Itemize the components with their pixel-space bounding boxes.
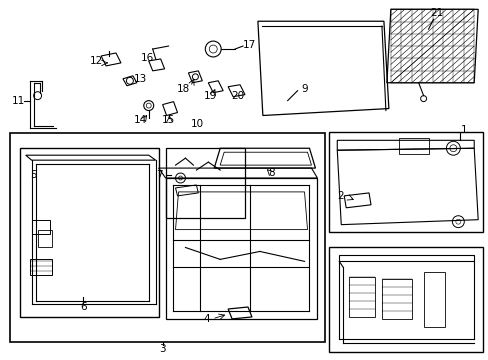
Text: 16: 16: [141, 53, 154, 63]
Bar: [165, 148, 244, 218]
Text: 4: 4: [203, 314, 210, 324]
Text: 9: 9: [301, 84, 307, 94]
Text: 19: 19: [203, 91, 217, 101]
Bar: [38, 230, 51, 247]
Text: 6: 6: [80, 302, 86, 312]
Text: 11: 11: [12, 96, 25, 105]
Text: 5: 5: [30, 170, 37, 180]
Text: 2: 2: [337, 191, 343, 201]
Bar: [381, 279, 411, 319]
Text: 21: 21: [429, 8, 442, 18]
Text: 3: 3: [159, 344, 165, 354]
Text: 8: 8: [268, 168, 275, 178]
Text: 18: 18: [177, 84, 190, 94]
Text: 1: 1: [459, 125, 466, 135]
Text: 10: 10: [190, 120, 203, 130]
Bar: [20, 148, 158, 317]
Text: 17: 17: [243, 40, 256, 50]
Bar: [30, 260, 51, 275]
Bar: [10, 133, 325, 342]
Text: 20: 20: [231, 91, 244, 101]
Text: 13: 13: [134, 74, 147, 84]
Text: 15: 15: [162, 116, 175, 126]
Bar: [328, 132, 482, 231]
Text: 12: 12: [89, 56, 102, 66]
Bar: [32, 220, 49, 234]
Bar: [423, 272, 445, 327]
Bar: [328, 247, 482, 352]
Text: 14: 14: [134, 116, 147, 126]
Bar: [398, 138, 427, 154]
Bar: [348, 277, 374, 317]
Text: 7: 7: [156, 170, 163, 180]
